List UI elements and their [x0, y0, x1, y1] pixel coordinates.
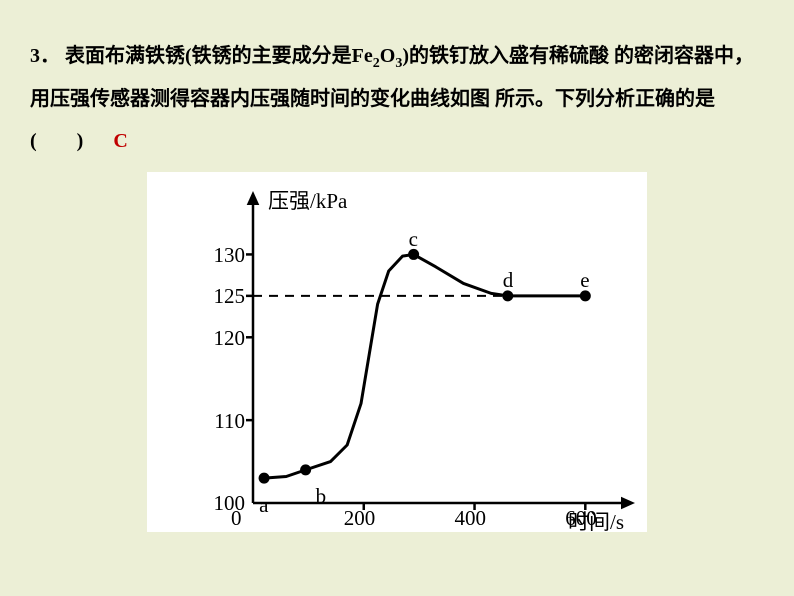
- ytick-125: 125: [193, 284, 245, 309]
- xtick-200: 200: [344, 506, 376, 531]
- pt-label-a: a: [259, 493, 268, 518]
- xtick-0: 0: [231, 506, 242, 531]
- ytick-110: 110: [193, 409, 245, 434]
- chart-labels: 1001101201251300200400600abcde压强/kPa时间/s: [148, 173, 646, 531]
- answer-letter: C: [113, 130, 127, 152]
- pt-label-b: b: [316, 484, 327, 509]
- xlabel: 时间/s: [568, 506, 624, 536]
- q-num: 3．: [30, 45, 60, 67]
- q-text-1a: 表面布满铁锈: [65, 45, 185, 67]
- xtick-400: 400: [455, 506, 487, 531]
- pt-label-d: d: [503, 268, 514, 293]
- chart-container: 1001101201251300200400600abcde压强/kPa时间/s: [147, 172, 647, 532]
- question-block: 3． 表面布满铁锈(铁锈的主要成分是Fe2O3)的铁钉放入盛有稀硫酸 的密闭容器…: [0, 0, 794, 162]
- q-text-3a: 所示。下列分析正确的是: [495, 88, 715, 110]
- fe2o3-sub2: 2: [373, 56, 380, 71]
- pt-label-e: e: [580, 268, 589, 293]
- ylabel: 压强/kPa: [268, 185, 347, 215]
- ytick-130: 130: [193, 243, 245, 268]
- paren: ( ): [30, 130, 83, 152]
- pt-label-c: c: [409, 227, 418, 252]
- fe2o3-o: O: [380, 45, 396, 67]
- q-text-1c: )的铁钉放入盛有稀硫酸: [402, 45, 609, 67]
- q-text-1b: (铁锈的主要成分是Fe: [185, 45, 373, 67]
- ytick-120: 120: [193, 326, 245, 351]
